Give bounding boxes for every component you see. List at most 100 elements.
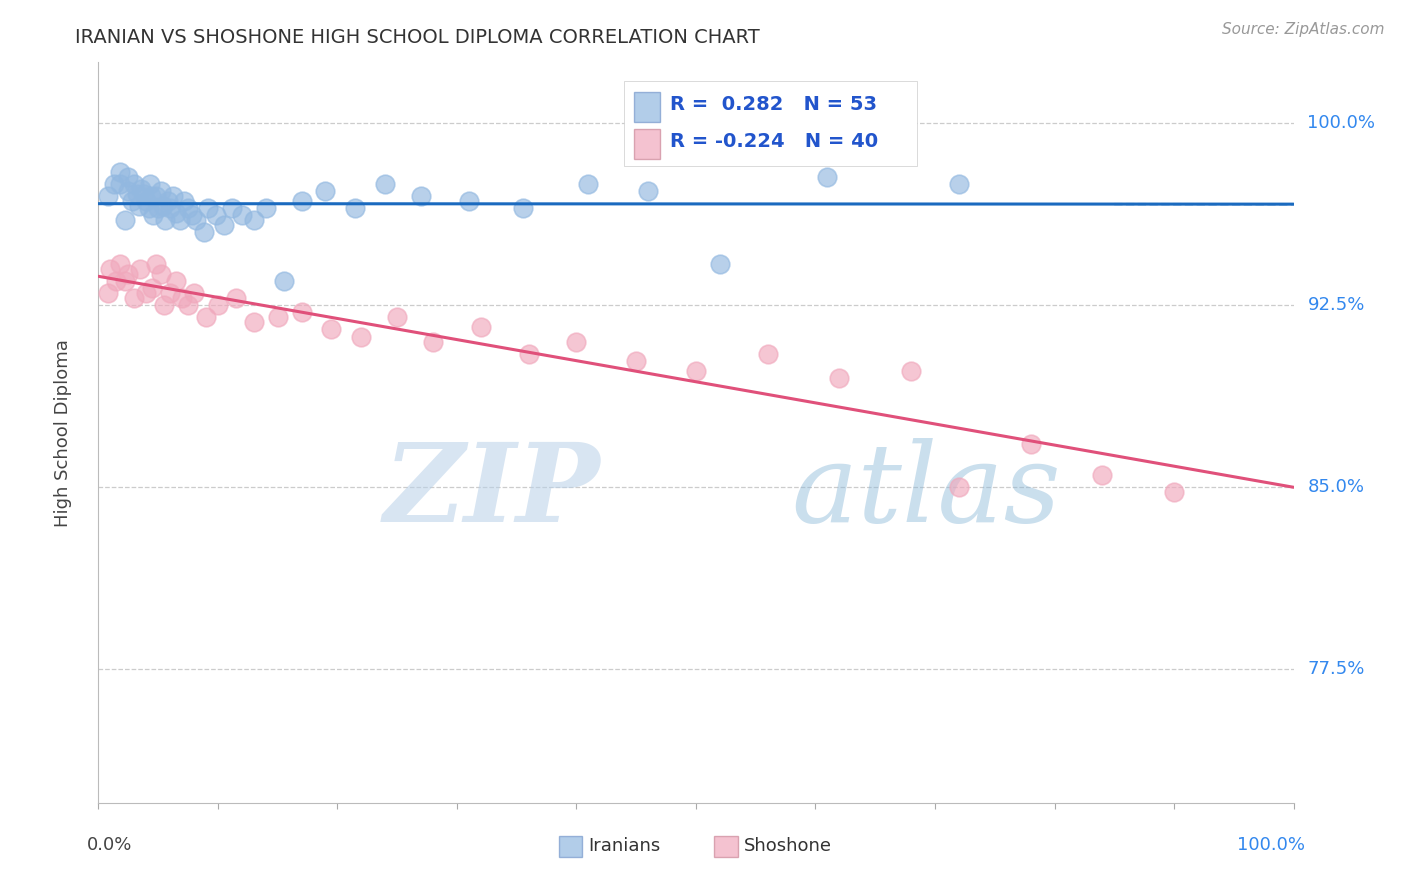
Text: 92.5%: 92.5% bbox=[1308, 296, 1365, 314]
Point bbox=[815, 169, 838, 184]
Point bbox=[578, 177, 600, 191]
Point bbox=[254, 201, 277, 215]
Point bbox=[149, 267, 172, 281]
Point bbox=[129, 261, 152, 276]
Point bbox=[1019, 436, 1042, 450]
Point bbox=[156, 194, 179, 208]
Bar bbox=[714, 836, 738, 857]
Bar bbox=[558, 836, 582, 857]
Point bbox=[385, 310, 409, 325]
Point bbox=[145, 189, 167, 203]
Point bbox=[374, 177, 396, 191]
Point bbox=[422, 334, 444, 349]
Point bbox=[321, 322, 343, 336]
Point bbox=[315, 184, 337, 198]
Point bbox=[1163, 485, 1185, 500]
Point bbox=[344, 201, 367, 215]
Point bbox=[1091, 468, 1114, 483]
Point bbox=[350, 330, 373, 344]
Text: 100.0%: 100.0% bbox=[1308, 114, 1375, 132]
Point bbox=[121, 194, 143, 208]
Point bbox=[243, 213, 266, 227]
Point bbox=[159, 286, 181, 301]
Y-axis label: High School Diploma: High School Diploma bbox=[53, 339, 72, 526]
Point bbox=[291, 305, 314, 319]
Point bbox=[197, 201, 219, 215]
Point bbox=[186, 213, 208, 227]
Point bbox=[139, 189, 162, 203]
Point bbox=[155, 213, 177, 227]
Text: Source: ZipAtlas.com: Source: ZipAtlas.com bbox=[1222, 22, 1385, 37]
Text: IRANIAN VS SHOSHONE HIGH SCHOOL DIPLOMA CORRELATION CHART: IRANIAN VS SHOSHONE HIGH SCHOOL DIPLOMA … bbox=[75, 28, 759, 47]
Point bbox=[135, 286, 157, 301]
Point bbox=[169, 213, 191, 227]
Point bbox=[117, 267, 139, 281]
Point bbox=[148, 201, 170, 215]
Point bbox=[900, 364, 922, 378]
Point bbox=[142, 208, 165, 222]
Text: Shoshone: Shoshone bbox=[744, 838, 832, 855]
Point bbox=[221, 201, 243, 215]
Point bbox=[145, 257, 167, 271]
Point bbox=[411, 189, 433, 203]
Point bbox=[565, 334, 588, 349]
Point bbox=[458, 194, 481, 208]
Point bbox=[177, 201, 200, 215]
Point bbox=[105, 274, 128, 288]
Bar bbox=[634, 92, 661, 121]
Point bbox=[828, 371, 851, 385]
Point bbox=[195, 310, 218, 325]
FancyBboxPatch shape bbox=[624, 81, 917, 166]
Point bbox=[117, 184, 139, 198]
Point bbox=[138, 201, 160, 215]
Point bbox=[97, 286, 120, 301]
Point bbox=[180, 208, 202, 222]
Point bbox=[183, 286, 205, 301]
Point bbox=[141, 281, 163, 295]
Point bbox=[128, 199, 150, 213]
Point bbox=[231, 208, 253, 222]
Point bbox=[243, 315, 266, 329]
Point bbox=[103, 177, 125, 191]
Point bbox=[152, 199, 174, 213]
Point bbox=[165, 206, 187, 220]
Point bbox=[685, 364, 707, 378]
Point bbox=[291, 194, 314, 208]
Point bbox=[97, 189, 120, 203]
Text: atlas: atlas bbox=[792, 438, 1062, 546]
Point bbox=[512, 201, 534, 215]
Point bbox=[162, 189, 184, 203]
Point bbox=[470, 320, 492, 334]
Point bbox=[139, 177, 162, 191]
Point bbox=[114, 213, 136, 227]
Point bbox=[204, 208, 226, 222]
Point bbox=[149, 184, 172, 198]
Point bbox=[225, 291, 247, 305]
Point bbox=[165, 274, 187, 288]
Point bbox=[172, 291, 194, 305]
Point bbox=[108, 257, 131, 271]
Point bbox=[135, 194, 157, 208]
Point bbox=[117, 169, 139, 184]
Point bbox=[177, 298, 200, 312]
Point bbox=[267, 310, 290, 325]
Point bbox=[108, 177, 131, 191]
Point bbox=[173, 194, 195, 208]
Point bbox=[125, 186, 148, 201]
Bar bbox=[634, 129, 661, 159]
Text: 0.0%: 0.0% bbox=[87, 836, 132, 855]
Point bbox=[637, 184, 659, 198]
Point bbox=[159, 201, 181, 215]
Point bbox=[212, 218, 235, 232]
Point bbox=[124, 177, 146, 191]
Text: 77.5%: 77.5% bbox=[1308, 660, 1365, 678]
Point bbox=[207, 298, 229, 312]
Text: Iranians: Iranians bbox=[589, 838, 661, 855]
Text: 85.0%: 85.0% bbox=[1308, 478, 1364, 496]
Point bbox=[132, 186, 155, 201]
Point bbox=[153, 298, 176, 312]
Text: R = -0.224   N = 40: R = -0.224 N = 40 bbox=[669, 132, 877, 151]
Text: R =  0.282   N = 53: R = 0.282 N = 53 bbox=[669, 95, 877, 114]
Point bbox=[131, 182, 153, 196]
Point bbox=[948, 480, 970, 494]
